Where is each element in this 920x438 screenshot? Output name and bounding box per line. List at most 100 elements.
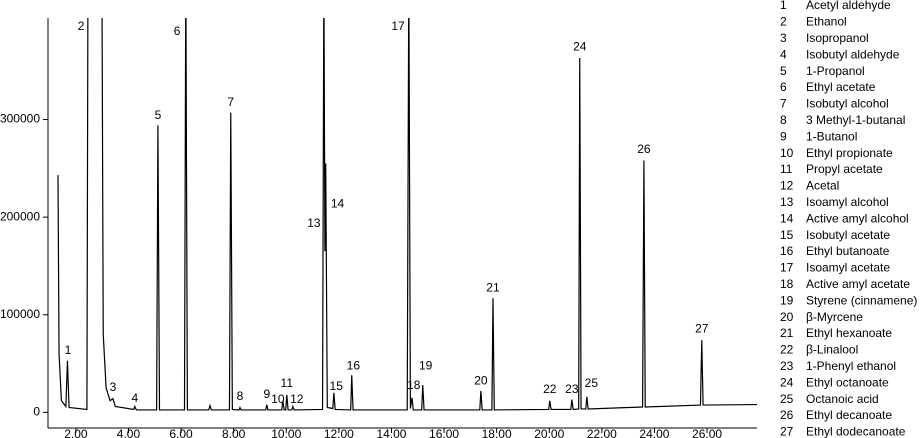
legend-name: Isobutyl acetate	[806, 228, 890, 242]
x-tick-label: 26.00	[692, 427, 722, 438]
legend-number: 27	[780, 425, 794, 438]
peak-label: 18	[407, 378, 421, 392]
x-tick-label: 18.00	[482, 427, 512, 438]
legend-number: 25	[780, 392, 794, 406]
legend-name: β-Linalool	[806, 343, 858, 357]
legend-name: Acetyl aldehyde	[806, 0, 891, 12]
x-tick-label: 6.00	[169, 427, 193, 438]
peak-label: 24	[573, 39, 587, 53]
peak-label: 5	[155, 108, 162, 122]
peak-label: 4	[131, 391, 138, 405]
legend-number: 6	[780, 80, 787, 94]
peak-label: 21	[486, 281, 500, 295]
legend-name: Active amyl alcohol	[806, 211, 909, 225]
y-tick-label: 300000	[0, 112, 40, 126]
legend-number: 11	[780, 162, 793, 176]
legend-name: Ethyl acetate	[806, 80, 876, 94]
legend-number: 19	[780, 293, 794, 307]
x-tick-label: 2.00	[64, 427, 88, 438]
peak-label: 11	[281, 376, 294, 390]
legend-name: Styrene (cinnamene)	[806, 293, 917, 307]
legend-number: 10	[780, 146, 794, 160]
legend-name: Isoamyl alcohol	[806, 195, 889, 209]
peak-label: 19	[419, 359, 433, 373]
trace-group	[57, 18, 757, 411]
peak-label: 25	[585, 376, 599, 390]
legend-name: Ethyl decanoate	[806, 408, 892, 422]
legend-name: Octanoic acid	[806, 392, 879, 406]
legend-number: 3	[780, 31, 787, 45]
peak-label: 14	[331, 197, 345, 211]
peak-label: 8	[237, 389, 244, 403]
legend-number: 7	[780, 97, 787, 111]
legend-number: 17	[780, 261, 794, 275]
peak-label: 16	[347, 359, 361, 373]
legend-name: 1-Propanol	[806, 64, 865, 78]
legend-number: 20	[780, 310, 794, 324]
legend-name: Isopropanol	[806, 31, 869, 45]
peak-label: 27	[695, 322, 709, 336]
peak-label: 6	[174, 24, 181, 38]
legend-name: Ethanol	[806, 15, 847, 29]
peak-label: 3	[110, 380, 117, 394]
legend-number: 16	[780, 244, 794, 258]
legend-name: Ethyl hexanoate	[806, 326, 892, 340]
legend-number: 15	[780, 228, 794, 242]
legend-name: 1-Phenyl ethanol	[806, 359, 896, 373]
y-tick-label: 200000	[0, 209, 40, 223]
peak-label: 22	[543, 382, 557, 396]
peak-label: 12	[290, 392, 304, 406]
legend-number: 4	[780, 47, 787, 61]
peak-label: 10	[271, 392, 285, 406]
legend-number: 9	[780, 129, 787, 143]
legend-number: 14	[780, 211, 794, 225]
peak-label: 20	[474, 373, 488, 387]
peak-label: 7	[227, 95, 234, 109]
x-tick-label: 12.00	[324, 427, 354, 438]
x-tick-label: 16.00	[429, 427, 459, 438]
legend-name: Ethyl propionate	[806, 146, 893, 160]
peak-label: 2	[78, 19, 85, 33]
x-tick-label: 4.00	[117, 427, 141, 438]
legend-number: 5	[780, 64, 787, 78]
legend-name: 1-Butanol	[806, 129, 857, 143]
legend-number: 23	[780, 359, 794, 373]
legend-number: 22	[780, 343, 794, 357]
peak-label: 17	[391, 19, 405, 33]
legend-number: 21	[780, 326, 794, 340]
legend-name: Propyl acetate	[806, 162, 883, 176]
legend-number: 8	[780, 113, 787, 127]
legend-number: 18	[780, 277, 794, 291]
legend-number: 26	[780, 408, 794, 422]
x-tick-label: 22.00	[587, 427, 617, 438]
legend-name: 3 Methyl-1-butanal	[806, 113, 905, 127]
legend-name: Ethyl dodecanoate	[806, 425, 906, 438]
x-tick-label: 8.00	[222, 427, 246, 438]
peak-label: 15	[330, 379, 344, 393]
x-tick-label: 10.00	[271, 427, 301, 438]
y-tick-label: 100000	[0, 307, 40, 321]
legend-name: Isobutyl alcohol	[806, 97, 889, 111]
legend-name: Acetal	[806, 179, 839, 193]
legend-name: Isobutyl aldehyde	[806, 47, 900, 61]
legend-number: 12	[780, 179, 794, 193]
peak-label: 26	[637, 142, 651, 156]
x-tick-label: 20.00	[534, 427, 564, 438]
legend-name: Isoamyl acetate	[806, 261, 890, 275]
peak-label: 9	[263, 387, 270, 401]
peak-label: 13	[307, 216, 321, 230]
legend-name: Ethyl butanoate	[806, 244, 890, 258]
legend-number: 1	[780, 0, 787, 12]
legend-name: Active amyl acetate	[806, 277, 910, 291]
x-tick-label: 14.00	[376, 427, 406, 438]
legend-name: Ethyl octanoate	[806, 375, 889, 389]
y-tick-label: 0	[33, 405, 40, 419]
x-tick-label: 24.00	[639, 427, 669, 438]
peak-label: 1	[65, 343, 72, 357]
chromatogram-trace	[57, 18, 757, 411]
peak-label: 23	[565, 382, 579, 396]
legend-number: 24	[780, 375, 794, 389]
legend-number: 2	[780, 15, 787, 29]
legend-name: β-Myrcene	[806, 310, 863, 324]
